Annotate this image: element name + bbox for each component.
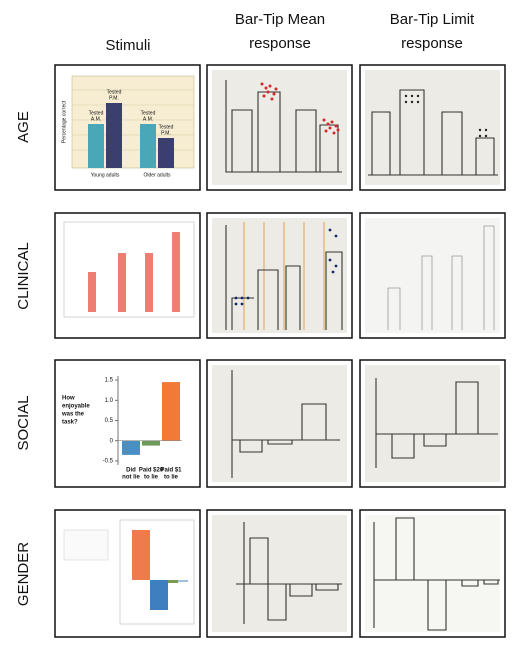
lines: [243, 222, 325, 330]
paper: [365, 365, 500, 482]
sketch: [368, 89, 498, 176]
category-label: not lie: [122, 475, 140, 481]
paper: [212, 515, 347, 632]
bar: [132, 530, 150, 580]
social-limit-drawing: [365, 365, 500, 482]
category-label: Did: [126, 468, 136, 474]
bar: [88, 272, 96, 312]
bar-label: Tested: [141, 110, 156, 116]
sketch: [225, 225, 343, 330]
paper: [365, 515, 500, 632]
column-header: Bar-Tip Limit: [390, 11, 475, 28]
gender-stimulus: [63, 519, 195, 625]
y-tick-label: 0: [110, 438, 114, 444]
paper: [212, 365, 347, 482]
sketch: [387, 225, 495, 330]
category-label: Paid $20: [139, 468, 164, 474]
column-header: response: [249, 35, 311, 52]
age-stimulus: Percentage correct Tested A.M. Tested P.…: [61, 75, 195, 178]
bar: [178, 580, 188, 582]
y-tick-label: 1.5: [105, 378, 114, 384]
bar-label: P.M.: [161, 130, 171, 136]
bar: [140, 124, 156, 168]
category-label: Young adults: [91, 172, 120, 178]
bar: [162, 382, 180, 441]
category-label: Older adults: [144, 172, 171, 178]
bar-label: A.M.: [143, 116, 153, 122]
social-stimulus: 1.5 1.0 0.5 0 -0.5 How enjoyable was the task? Di…: [61, 376, 182, 481]
row-label: AGE: [15, 111, 32, 143]
gender-mean-drawing: [212, 515, 347, 632]
bar-label: A.M.: [91, 116, 101, 122]
question: task?: [62, 420, 78, 426]
dots: [404, 94, 488, 138]
category-label: to lie: [164, 475, 179, 481]
bar: [122, 440, 140, 455]
sketch: [231, 370, 340, 478]
sketch: [375, 378, 498, 468]
bar: [150, 580, 168, 610]
row-label: CLINICAL: [15, 242, 32, 310]
bar-label: Tested: [159, 124, 174, 130]
paper: [365, 218, 500, 333]
bar-label: Tested: [107, 89, 122, 95]
bar: [118, 253, 126, 312]
question: How: [62, 396, 75, 402]
row-label: SOCIAL: [15, 395, 32, 450]
social-mean-drawing: [212, 365, 347, 482]
sketch: [373, 517, 500, 631]
dots: [260, 82, 340, 135]
axis-label: Percentage correct: [61, 100, 67, 143]
paper: [365, 70, 500, 185]
age-limit-drawing: [365, 70, 500, 185]
category-label: to lie: [144, 475, 159, 481]
bar-label: Tested: [89, 110, 104, 116]
category-label: Paid $1: [160, 468, 182, 474]
column-header: Stimuli: [105, 37, 150, 54]
gender-limit-drawing: [365, 515, 500, 632]
sketch: [236, 522, 342, 624]
bar: [106, 103, 122, 168]
question: enjoyable: [62, 404, 90, 410]
y-tick-label: -0.5: [103, 459, 114, 465]
row-label: GENDER: [15, 542, 32, 606]
inset: [63, 529, 109, 561]
bar: [168, 580, 178, 583]
clinical-stimulus: [63, 221, 195, 318]
age-mean-drawing: [212, 70, 347, 185]
clinical-limit-drawing: [365, 218, 500, 333]
bar: [172, 232, 180, 312]
bar-label: P.M.: [109, 95, 119, 101]
dots: [234, 228, 338, 306]
bar: [88, 124, 104, 168]
y-tick-label: 1.0: [105, 398, 114, 404]
column-header: response: [401, 35, 463, 52]
clinical-mean-drawing: [212, 218, 347, 333]
y-tick-label: 0.5: [105, 418, 114, 424]
question: was the: [61, 412, 85, 418]
bar: [158, 138, 174, 168]
bar: [145, 253, 153, 312]
column-header: Bar-Tip Mean: [235, 11, 325, 28]
bar: [142, 440, 160, 446]
